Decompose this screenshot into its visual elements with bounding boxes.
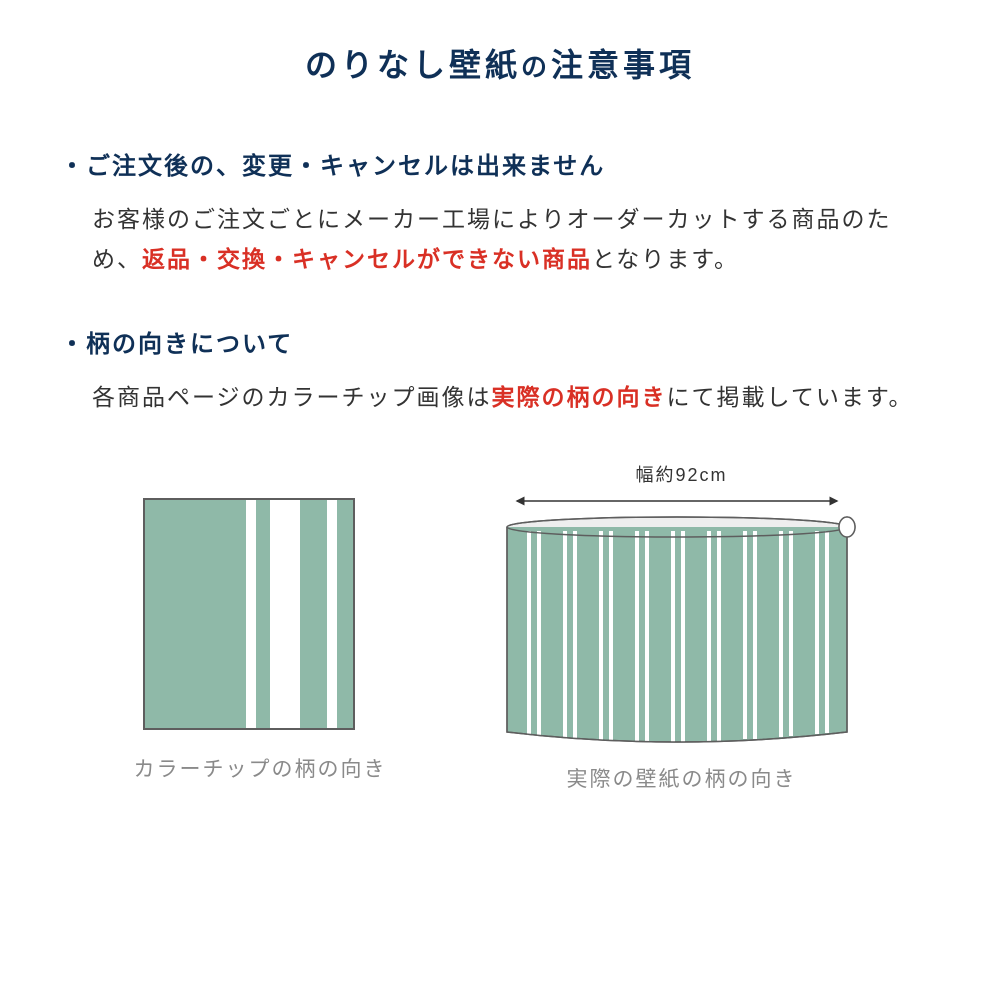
section1-body-red: 返品・交換・キャンセルができない商品 [142,246,592,272]
caption-left: カラーチップの柄の向き [134,753,387,783]
section1-body-post: となります。 [592,246,739,272]
section2-heading: ・柄の向きについて [60,324,940,359]
wallpaper-roll-svg [497,491,867,749]
diagram-left: カラーチップの柄の向き [134,461,387,793]
caption-right: 実際の壁紙の柄の向き [497,763,867,793]
title-right: 注意事項 [551,47,695,83]
section2-body-red: 実際の柄の向き [492,384,667,410]
title-small: の [521,52,551,82]
diagram-right: 幅約92cm [497,461,867,793]
diagram-row: カラーチップの柄の向き 幅約92cm [60,461,940,793]
section2-body-pre: 各商品ページのカラーチップ画像は [92,384,492,410]
section2-body-post: にて掲載しています。 [667,384,914,410]
title-left: のりなし壁紙 [305,47,521,83]
section1-heading: ・ご注文後の、変更・キャンセルは出来ません [60,146,940,181]
section2-body: 各商品ページのカラーチップ画像は実際の柄の向きにて掲載しています。 [92,377,940,417]
color-chip-svg [134,489,364,739]
width-label: 幅約92cm [497,461,867,487]
page-title: のりなし壁紙の注意事項 [60,40,940,86]
section1-body: お客様のご注文ごとにメーカー工場によりオーダーカットする商品のため、返品・交換・… [92,199,940,280]
